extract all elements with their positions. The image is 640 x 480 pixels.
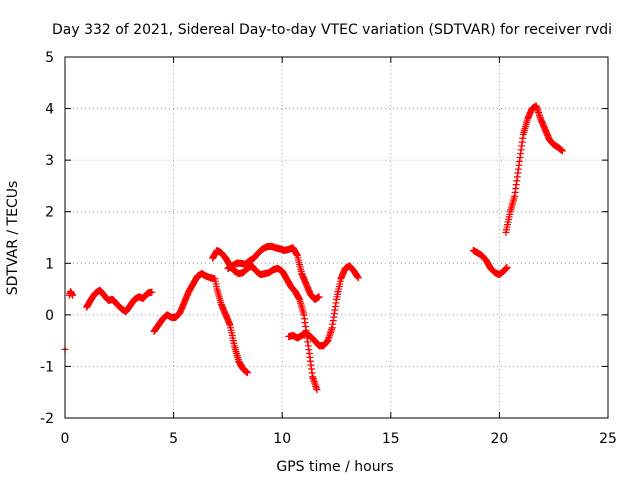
y-tick-label: 4 [45,102,54,118]
data-point [354,274,362,282]
data-point [148,288,156,296]
data-layer [61,102,566,394]
chart-title: Day 332 of 2021, Sidereal Day-to-day VTE… [52,22,612,38]
data-point [315,293,323,301]
y-tick-label: -2 [40,411,54,427]
y-tick-label: 2 [45,205,54,221]
x-tick-label: 5 [169,431,178,447]
grid-layer [65,57,608,418]
x-axis-label: GPS time / hours [276,459,393,475]
plot-frame [64,56,609,419]
y-axis-label: SDTVAR / TECUs [5,181,21,296]
tick-layer: 0 5 10 15 20 25 -2 -1 0 1 2 3 4 5 [40,50,617,447]
x-tick-label: 15 [382,431,400,447]
data-point [243,369,251,377]
y-tick-label: 1 [45,256,54,272]
y-tick-label: 0 [45,308,54,324]
y-tick-label: 5 [45,50,54,66]
y-tick-label: -1 [40,359,54,375]
x-tick-label: 20 [490,431,508,447]
data-point [558,147,566,155]
data-point [313,386,321,394]
data-point [69,291,77,299]
data-point [503,263,511,271]
x-tick-label: 0 [61,431,70,447]
y-tick-label: 3 [45,153,54,169]
x-tick-label: 25 [599,431,617,447]
x-tick-label: 10 [273,431,291,447]
